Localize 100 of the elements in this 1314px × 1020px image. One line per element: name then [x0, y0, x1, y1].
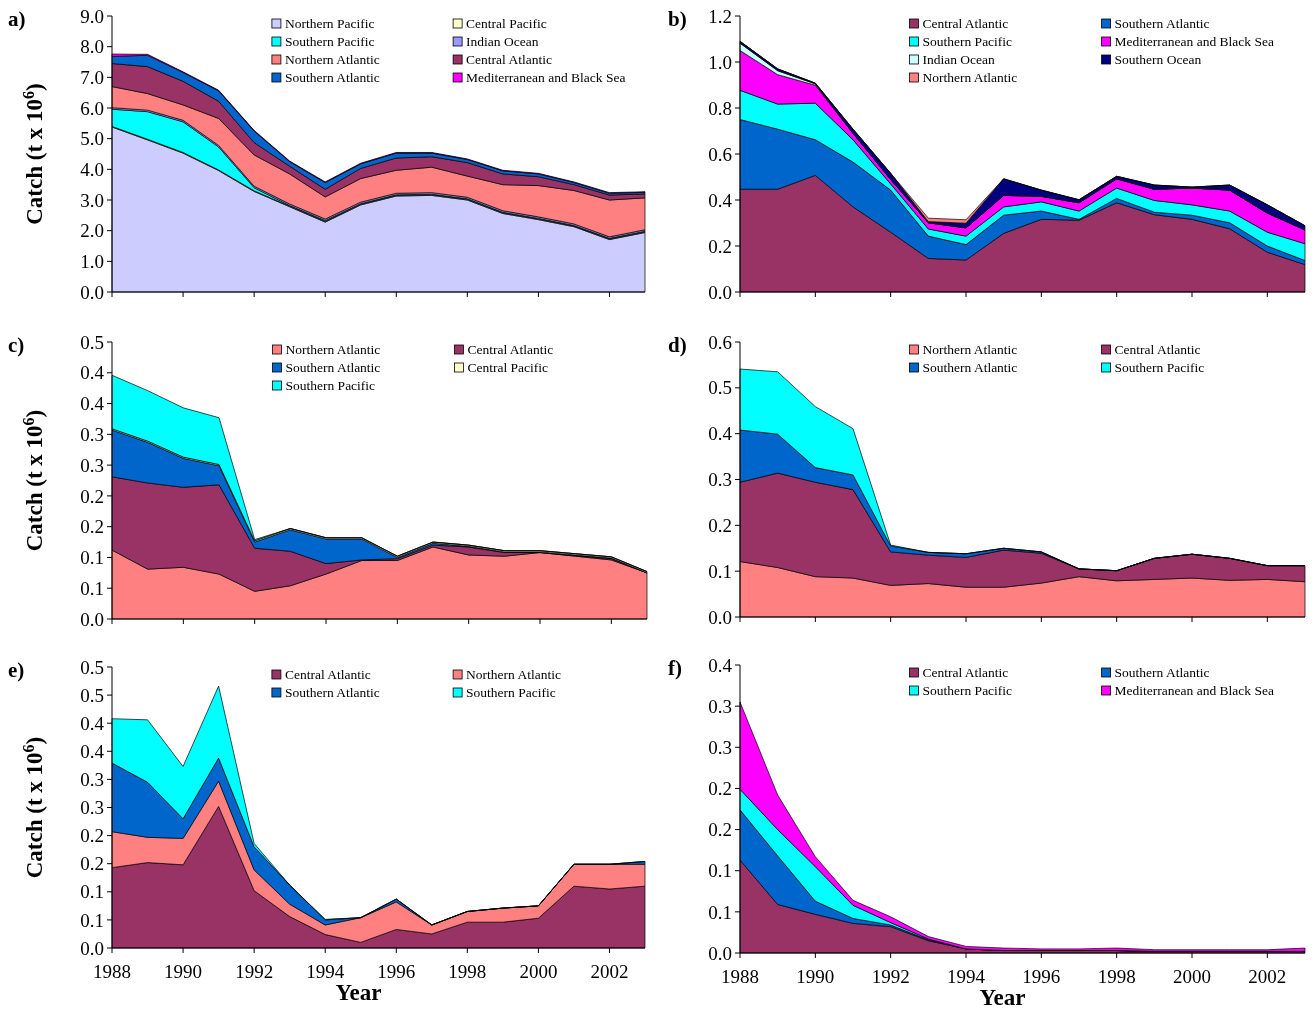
y-tick-label: 0.2 — [80, 485, 104, 507]
legend-label: Southern Pacific — [1114, 359, 1205, 375]
x-tick-label: 1994 — [306, 961, 345, 982]
legend-label: Southern Atlantic — [1114, 664, 1210, 680]
y-tick-label: 1.0 — [708, 51, 732, 73]
y-tick-label: 0.4 — [708, 654, 733, 676]
y-tick-label: 0.3 — [708, 736, 732, 758]
chart-title: b) — [668, 7, 687, 31]
x-axis-title: Year — [979, 985, 1026, 1010]
legend-label: Indian Ocean — [466, 33, 539, 49]
y-tick-label: 4.0 — [80, 158, 104, 180]
legend-label: Northern Atlantic — [922, 341, 1018, 357]
y-tick-label: 0.2 — [80, 853, 104, 875]
y-tick-label: 0.2 — [80, 516, 104, 538]
y-tick-label: 0.3 — [80, 797, 104, 819]
legend-label: Central Pacific — [467, 359, 548, 375]
legend-label: Central Atlantic — [1114, 341, 1201, 357]
y-tick-label: 3.0 — [80, 189, 104, 211]
y-tick-label: 0.5 — [80, 331, 104, 353]
y-tick-label: 0.3 — [708, 469, 732, 491]
y-tick-label: 0.0 — [708, 281, 732, 303]
legend-label: Southern Atlantic — [922, 359, 1018, 375]
y-tick-label: 0.4 — [80, 712, 105, 734]
legend-label: Southern Atlantic — [285, 359, 381, 375]
x-tick-label: 1996 — [377, 961, 416, 982]
y-tick-label: 6.0 — [80, 97, 104, 119]
legend-label: Southern Pacific — [922, 682, 1013, 698]
y-tick-label: 0.4 — [708, 189, 733, 211]
y-tick-label: 0.1 — [708, 901, 732, 923]
y-tick-label: 0.5 — [80, 684, 104, 706]
x-tick-label: 2000 — [1173, 966, 1211, 987]
y-tick-label: 0.4 — [80, 362, 105, 384]
y-tick-label: 0.4 — [708, 423, 733, 445]
y-tick-label: 0.1 — [80, 909, 104, 931]
y-tick-label: 0.3 — [80, 769, 104, 791]
y-tick-label: 0.3 — [80, 423, 104, 445]
y-tick-label: 8.0 — [80, 36, 104, 58]
y-tick-label: 0.1 — [80, 881, 104, 903]
legend-label: Northern Pacific — [284, 15, 375, 31]
y-tick-label: 0.2 — [708, 514, 732, 536]
y-tick-label: 0.0 — [708, 606, 732, 628]
legend-label: Southern Pacific — [284, 33, 375, 49]
y-tick-label: 0.2 — [708, 778, 732, 800]
legend-label: Northern Atlantic — [466, 666, 561, 682]
y-tick-label: 0.5 — [80, 656, 104, 678]
legend-label: Indian Ocean — [922, 51, 996, 67]
legend-label: Southern Atlantic — [284, 69, 380, 85]
chart-title: f) — [668, 656, 682, 680]
y-tick-label: 9.0 — [80, 5, 104, 27]
y-tick-label: 0.2 — [708, 235, 732, 257]
y-tick-label: 0.8 — [708, 97, 732, 119]
x-tick-label: 1988 — [721, 966, 759, 987]
y-tick-label: 1.0 — [80, 250, 104, 272]
y-tick-label: 0.0 — [80, 281, 104, 303]
legend-label: Northern Atlantic — [284, 51, 380, 67]
legend-label: Central Atlantic — [284, 666, 371, 682]
y-tick-label: 0.2 — [80, 825, 104, 847]
x-tick-label: 1992 — [235, 961, 274, 982]
chart-title: c) — [8, 333, 25, 357]
y-tick-label: 0.6 — [708, 331, 732, 353]
y-tick-label: 5.0 — [80, 128, 104, 150]
chart-title: e) — [8, 658, 25, 682]
x-tick-label: 2000 — [519, 961, 558, 982]
y-tick-label: 0.1 — [708, 560, 732, 582]
legend-label: Central Atlantic — [467, 341, 554, 357]
y-tick-label: 2.0 — [80, 220, 104, 242]
y-tick-label: 1.2 — [708, 5, 732, 27]
y-tick-label: 0.1 — [708, 860, 732, 882]
x-tick-label: 1998 — [448, 961, 487, 982]
y-tick-label: 0.1 — [80, 577, 104, 599]
x-tick-label: 1990 — [796, 966, 835, 987]
legend-label: Central Atlantic — [466, 51, 552, 67]
legend-label: Central Atlantic — [922, 15, 1009, 31]
y-tick-label: 0.3 — [708, 695, 732, 717]
legend-label: Southern Ocean — [1114, 51, 1202, 67]
x-axis-title: Year — [335, 980, 382, 1005]
legend-label: Northern Atlantic — [922, 69, 1018, 85]
x-tick-label: 1988 — [93, 961, 131, 982]
y-tick-label: 0.6 — [708, 143, 732, 165]
legend-label: Mediterranean and Black Sea — [1114, 682, 1274, 698]
x-tick-label: 2002 — [590, 961, 629, 982]
legend-label: Southern Pacific — [285, 377, 376, 393]
x-tick-label: 2002 — [1248, 966, 1287, 987]
y-tick-label: 0.2 — [708, 819, 732, 841]
legend-label: Mediterranean and Black Sea — [466, 69, 626, 85]
y-tick-label: 0.0 — [80, 608, 104, 630]
legend-label: Southern Atlantic — [284, 684, 380, 700]
legend-label: Mediterranean and Black Sea — [1114, 33, 1274, 49]
legend-label: Northern Atlantic — [285, 341, 381, 357]
x-tick-label: 1992 — [871, 966, 910, 987]
y-tick-label: 0.0 — [708, 942, 732, 964]
x-tick-label: 1996 — [1022, 966, 1061, 987]
y-tick-label: 0.0 — [80, 937, 104, 959]
y-tick-label: 0.4 — [80, 393, 105, 415]
chart-title: d) — [668, 333, 687, 357]
legend-label: Southern Pacific — [466, 684, 556, 700]
x-tick-label: 1990 — [164, 961, 203, 982]
legend-label: Central Pacific — [466, 15, 547, 31]
y-tick-label: 7.0 — [80, 66, 104, 88]
x-tick-label: 1994 — [947, 966, 986, 987]
